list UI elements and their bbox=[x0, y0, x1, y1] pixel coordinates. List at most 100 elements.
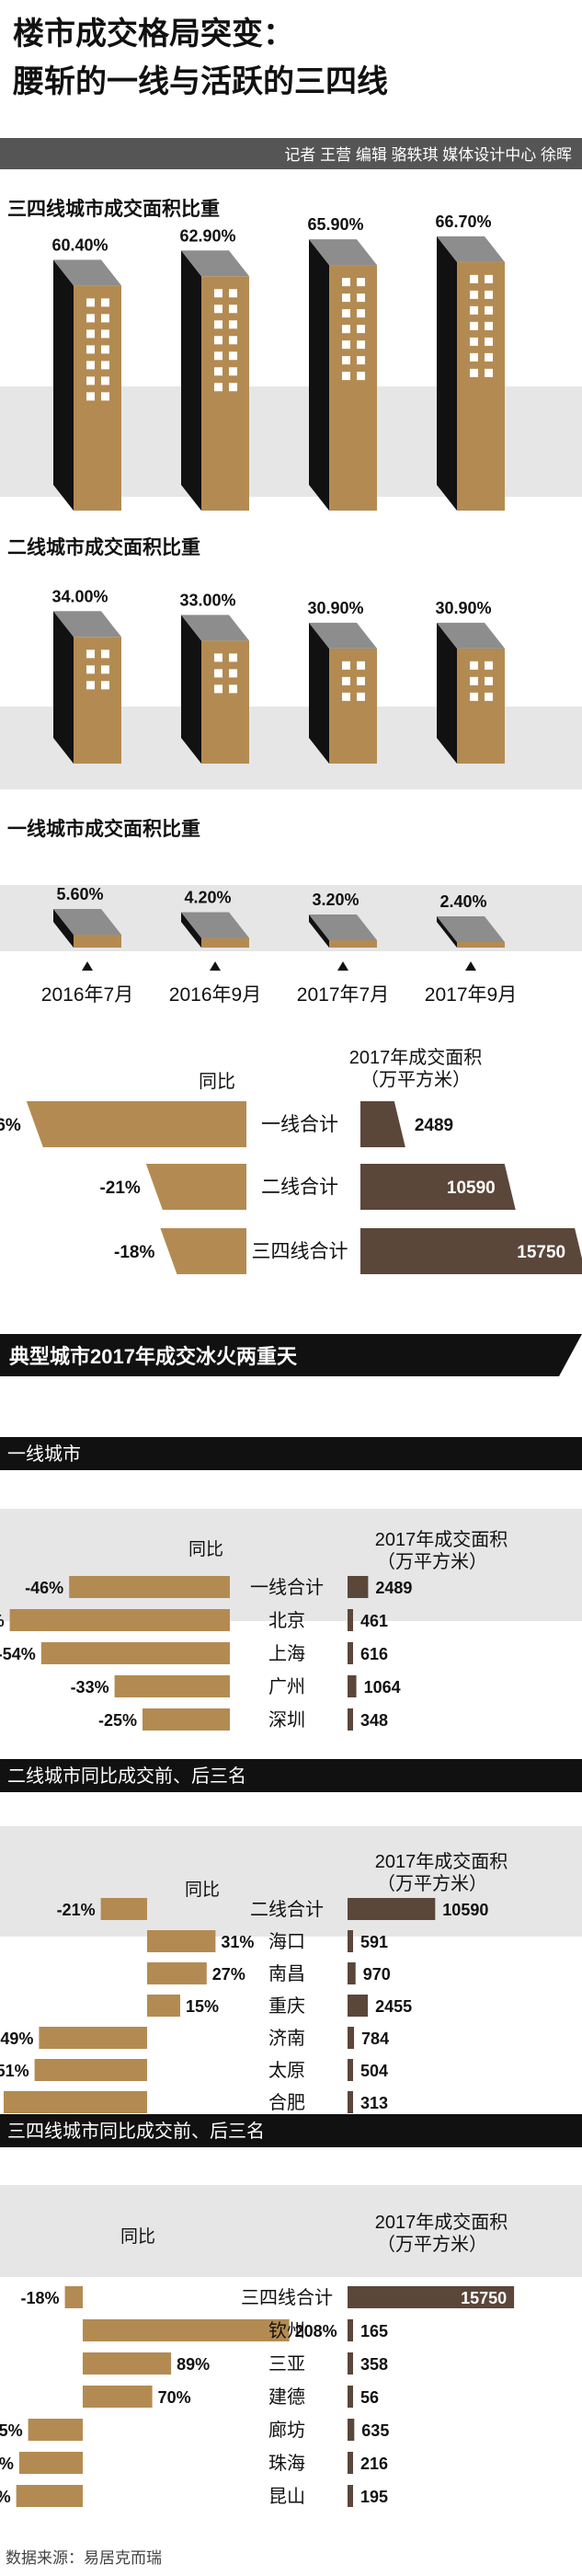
building-bar-1-2 bbox=[309, 622, 377, 764]
area-label: 195 bbox=[360, 2488, 388, 2506]
yoy-label: -67% bbox=[0, 2488, 11, 2506]
building-window bbox=[470, 368, 478, 377]
yoy-bar bbox=[83, 2319, 290, 2341]
tier-band-1 bbox=[0, 1826, 582, 1937]
city-label: 广州 bbox=[268, 1676, 305, 1697]
building-window bbox=[86, 650, 95, 659]
yoy-bar bbox=[145, 1164, 246, 1210]
building-window bbox=[342, 356, 350, 365]
data-label: 30.90% bbox=[307, 599, 363, 617]
data-label: 66.70% bbox=[435, 213, 491, 231]
building-window bbox=[86, 681, 95, 690]
building-window bbox=[357, 293, 365, 303]
building-window bbox=[101, 681, 109, 690]
building-window bbox=[86, 298, 95, 307]
area-header-unit: （万平方米） bbox=[377, 2234, 487, 2255]
building-window bbox=[229, 336, 237, 345]
building-side bbox=[53, 909, 74, 948]
building-window bbox=[101, 314, 109, 323]
data-label: 65.90% bbox=[307, 215, 363, 234]
building-roof bbox=[53, 259, 121, 286]
area-bar bbox=[360, 1228, 582, 1274]
area-label: 10590 bbox=[447, 1179, 496, 1198]
area-label: 348 bbox=[360, 1711, 388, 1730]
yoy-bar bbox=[34, 2059, 147, 2081]
building-roof bbox=[437, 916, 505, 942]
chart-title-2: 一线城市成交面积比重 bbox=[7, 818, 200, 840]
building-side bbox=[437, 236, 457, 511]
yoy-label: -21% bbox=[99, 1179, 140, 1198]
yoy-bar bbox=[114, 1675, 230, 1697]
building-window bbox=[470, 337, 478, 346]
tier-title-bar-1 bbox=[0, 1759, 582, 1792]
yoy-bar bbox=[16, 2485, 83, 2507]
building-roof bbox=[437, 622, 505, 649]
building-roof bbox=[181, 615, 249, 641]
period-marker bbox=[210, 961, 221, 971]
building-window bbox=[214, 336, 223, 345]
yoy-label: 89% bbox=[177, 2355, 210, 2374]
city-label: 重庆 bbox=[268, 1995, 305, 2017]
period-label: 2016年7月 bbox=[41, 984, 133, 1006]
tier-title-bar-2 bbox=[0, 2114, 582, 2147]
building-bar-2-2 bbox=[309, 914, 377, 948]
area-bar bbox=[348, 1642, 353, 1664]
building-window bbox=[485, 274, 493, 283]
data-label: 60.40% bbox=[51, 236, 108, 254]
area-bar bbox=[348, 2386, 353, 2408]
building-window bbox=[101, 650, 109, 659]
yoy-bar bbox=[143, 1708, 230, 1731]
area-label: 461 bbox=[360, 1612, 388, 1630]
area-bar bbox=[348, 2286, 515, 2308]
yoy-header: 同比 bbox=[120, 2226, 155, 2247]
building-window bbox=[86, 314, 95, 323]
yoy-bar bbox=[83, 2352, 172, 2375]
typical-banner bbox=[0, 1334, 582, 1376]
yoy-label: -18% bbox=[114, 1243, 154, 1262]
building-window bbox=[214, 653, 223, 662]
area-label: 970 bbox=[363, 1965, 391, 1984]
building-window bbox=[485, 661, 493, 670]
area-label: 2489 bbox=[375, 1579, 412, 1597]
building-window bbox=[101, 298, 109, 307]
yoy-bar bbox=[100, 1898, 147, 1920]
building-window bbox=[342, 293, 350, 303]
building-window bbox=[485, 692, 493, 701]
yoy-bar bbox=[160, 1228, 246, 1274]
yoy-label: -18% bbox=[21, 2289, 60, 2307]
yoy-label: -64% bbox=[0, 2455, 14, 2473]
area-bar bbox=[348, 2485, 353, 2507]
area-header-unit: （万平方米） bbox=[360, 1069, 471, 1090]
building-window bbox=[86, 665, 95, 674]
yoy-header: 同比 bbox=[199, 1071, 235, 1092]
yoy-label: -51% bbox=[0, 2062, 29, 2080]
building-window bbox=[101, 345, 109, 354]
city-label: 三四线合计 bbox=[241, 2287, 333, 2308]
building-front bbox=[329, 648, 377, 764]
yoy-header: 同比 bbox=[188, 1539, 223, 1559]
building-window bbox=[342, 325, 350, 334]
building-window bbox=[357, 278, 365, 287]
period-marker bbox=[465, 961, 476, 971]
building-window bbox=[485, 305, 493, 315]
tier-title-bar-0 bbox=[0, 1437, 582, 1470]
area-label: 358 bbox=[360, 2355, 388, 2374]
yoy-label: -49% bbox=[0, 2030, 33, 2048]
yoy-header: 同比 bbox=[185, 1880, 220, 1900]
building-bar-0-3 bbox=[437, 236, 505, 511]
area-header: 2017年成交面积 bbox=[375, 2212, 508, 2233]
yoy-bar bbox=[28, 2419, 84, 2441]
area-bar bbox=[348, 1675, 357, 1697]
data-label: 2.40% bbox=[439, 892, 486, 911]
building-window bbox=[86, 361, 95, 370]
yoy-bar bbox=[64, 2286, 83, 2308]
area-label: 635 bbox=[361, 2421, 389, 2440]
building-roof bbox=[181, 912, 249, 938]
building-roof bbox=[309, 239, 377, 266]
area-bar bbox=[348, 1609, 353, 1631]
building-front bbox=[201, 640, 249, 764]
yoy-label: -46% bbox=[25, 1579, 63, 1597]
yoy-bar bbox=[40, 1642, 230, 1664]
city-label: 一线合计 bbox=[250, 1577, 324, 1598]
area-bar bbox=[348, 2027, 355, 2049]
